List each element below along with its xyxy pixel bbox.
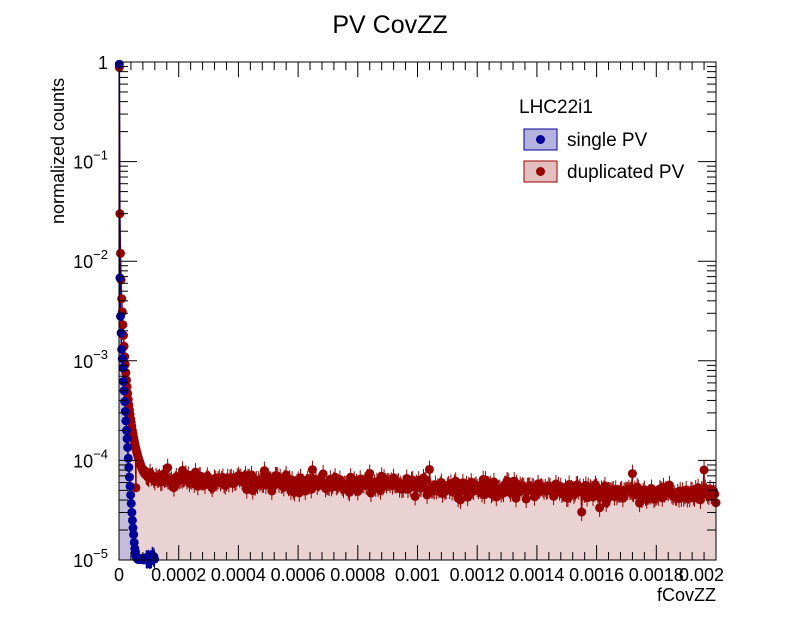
duplicated-pv-point [577, 507, 587, 517]
duplicated-pv-point [295, 473, 305, 483]
single-pv-point [115, 273, 125, 283]
duplicated-pv-point [344, 487, 354, 497]
legend: LHC22i1 single PV duplicated PV [519, 97, 685, 183]
duplicated-pv-point [595, 503, 605, 513]
duplicated-pv-point [365, 468, 375, 478]
x-tick-label: 0.0004 [211, 565, 266, 585]
single-pv-point [123, 453, 133, 463]
duplicated-pv-point [602, 494, 612, 504]
y-tick-label: 10−2 [73, 247, 108, 272]
legend-label-single-pv: single PV [567, 130, 648, 151]
x-tick-labels: 0 0.0002 0.0004 0.0006 0.0008 0.001 0.0012 0.00… [114, 565, 724, 585]
duplicated-pv-point [463, 492, 473, 502]
single-pv-point [126, 498, 136, 508]
duplicated-pv-fill [119, 67, 716, 560]
single-pv-point [124, 472, 134, 482]
x-tick-label: 0 [114, 565, 124, 585]
single-pv-point [127, 515, 137, 525]
x-tick-label: 0.0002 [151, 565, 206, 585]
duplicated-pv-point [627, 469, 637, 479]
y-axis-label: normalized counts [48, 78, 68, 224]
duplicated-pv-point [318, 469, 328, 479]
x-tick-label: 0.0012 [450, 565, 505, 585]
series-fills [119, 64, 716, 560]
legend-marker-single-pv [536, 135, 545, 144]
single-pv-point [128, 523, 138, 533]
y-tick-labels: 10−5 10−4 10−3 10−2 10−1 1 [73, 53, 108, 571]
single-pv-point [116, 328, 126, 338]
duplicated-pv-point [410, 491, 420, 501]
single-pv-point [118, 363, 128, 373]
y-tick-label: 10−5 [73, 546, 108, 571]
x-tick-label: 0.002 [679, 565, 724, 585]
x-tick-label: 0.0018 [629, 565, 684, 585]
duplicated-pv-point [307, 465, 317, 475]
duplicated-pv-point [479, 490, 489, 500]
y-tick-label: 10−1 [73, 148, 108, 173]
single-pv-point [120, 406, 130, 416]
duplicated-pv-point [695, 495, 705, 505]
legend-header: LHC22i1 [519, 97, 593, 118]
duplicated-pv-point [118, 320, 128, 330]
x-tick-label: 0.0008 [330, 565, 385, 585]
duplicated-pv-point [489, 477, 499, 487]
x-tick-label: 0.0006 [271, 565, 326, 585]
legend-label-duplicated-pv: duplicated PV [567, 162, 685, 183]
single-pv-point [121, 416, 131, 426]
duplicated-pv-point [424, 464, 434, 474]
y-tick-label: 1 [98, 53, 108, 73]
single-pv-point [124, 462, 134, 472]
duplicated-pv-point [421, 475, 431, 485]
single-pv-point [122, 434, 132, 444]
single-pv-point [127, 507, 137, 517]
x-tick-label: 0.001 [395, 565, 440, 585]
data-points [114, 59, 721, 565]
single-pv-point [118, 376, 128, 386]
duplicated-pv-point [710, 489, 720, 499]
axis-ticks [118, 62, 717, 561]
legend-marker-duplicated-pv [536, 167, 545, 176]
x-tick-label: 0.0016 [569, 565, 624, 585]
single-pv-point [120, 397, 130, 407]
single-pv-point [126, 490, 136, 500]
single-pv-point [123, 442, 133, 452]
duplicated-pv-point [455, 495, 465, 505]
duplicated-pv-point [115, 248, 125, 258]
x-axis-label: fCovZZ [657, 585, 716, 605]
duplicated-pv-point [169, 483, 179, 493]
single-pv-point [129, 530, 139, 540]
duplicated-pv-point [163, 463, 173, 473]
x-tick-label: 0.0014 [509, 565, 564, 585]
y-tick-label: 10−4 [73, 446, 108, 471]
single-pv-point [125, 481, 135, 491]
single-pv-fill [119, 64, 155, 560]
y-tick-label: 10−3 [73, 347, 108, 372]
duplicated-pv-point [521, 494, 531, 504]
duplicated-pv-point [699, 465, 709, 475]
chart-title: PV CovZZ [332, 11, 447, 39]
single-pv-point [115, 311, 125, 321]
